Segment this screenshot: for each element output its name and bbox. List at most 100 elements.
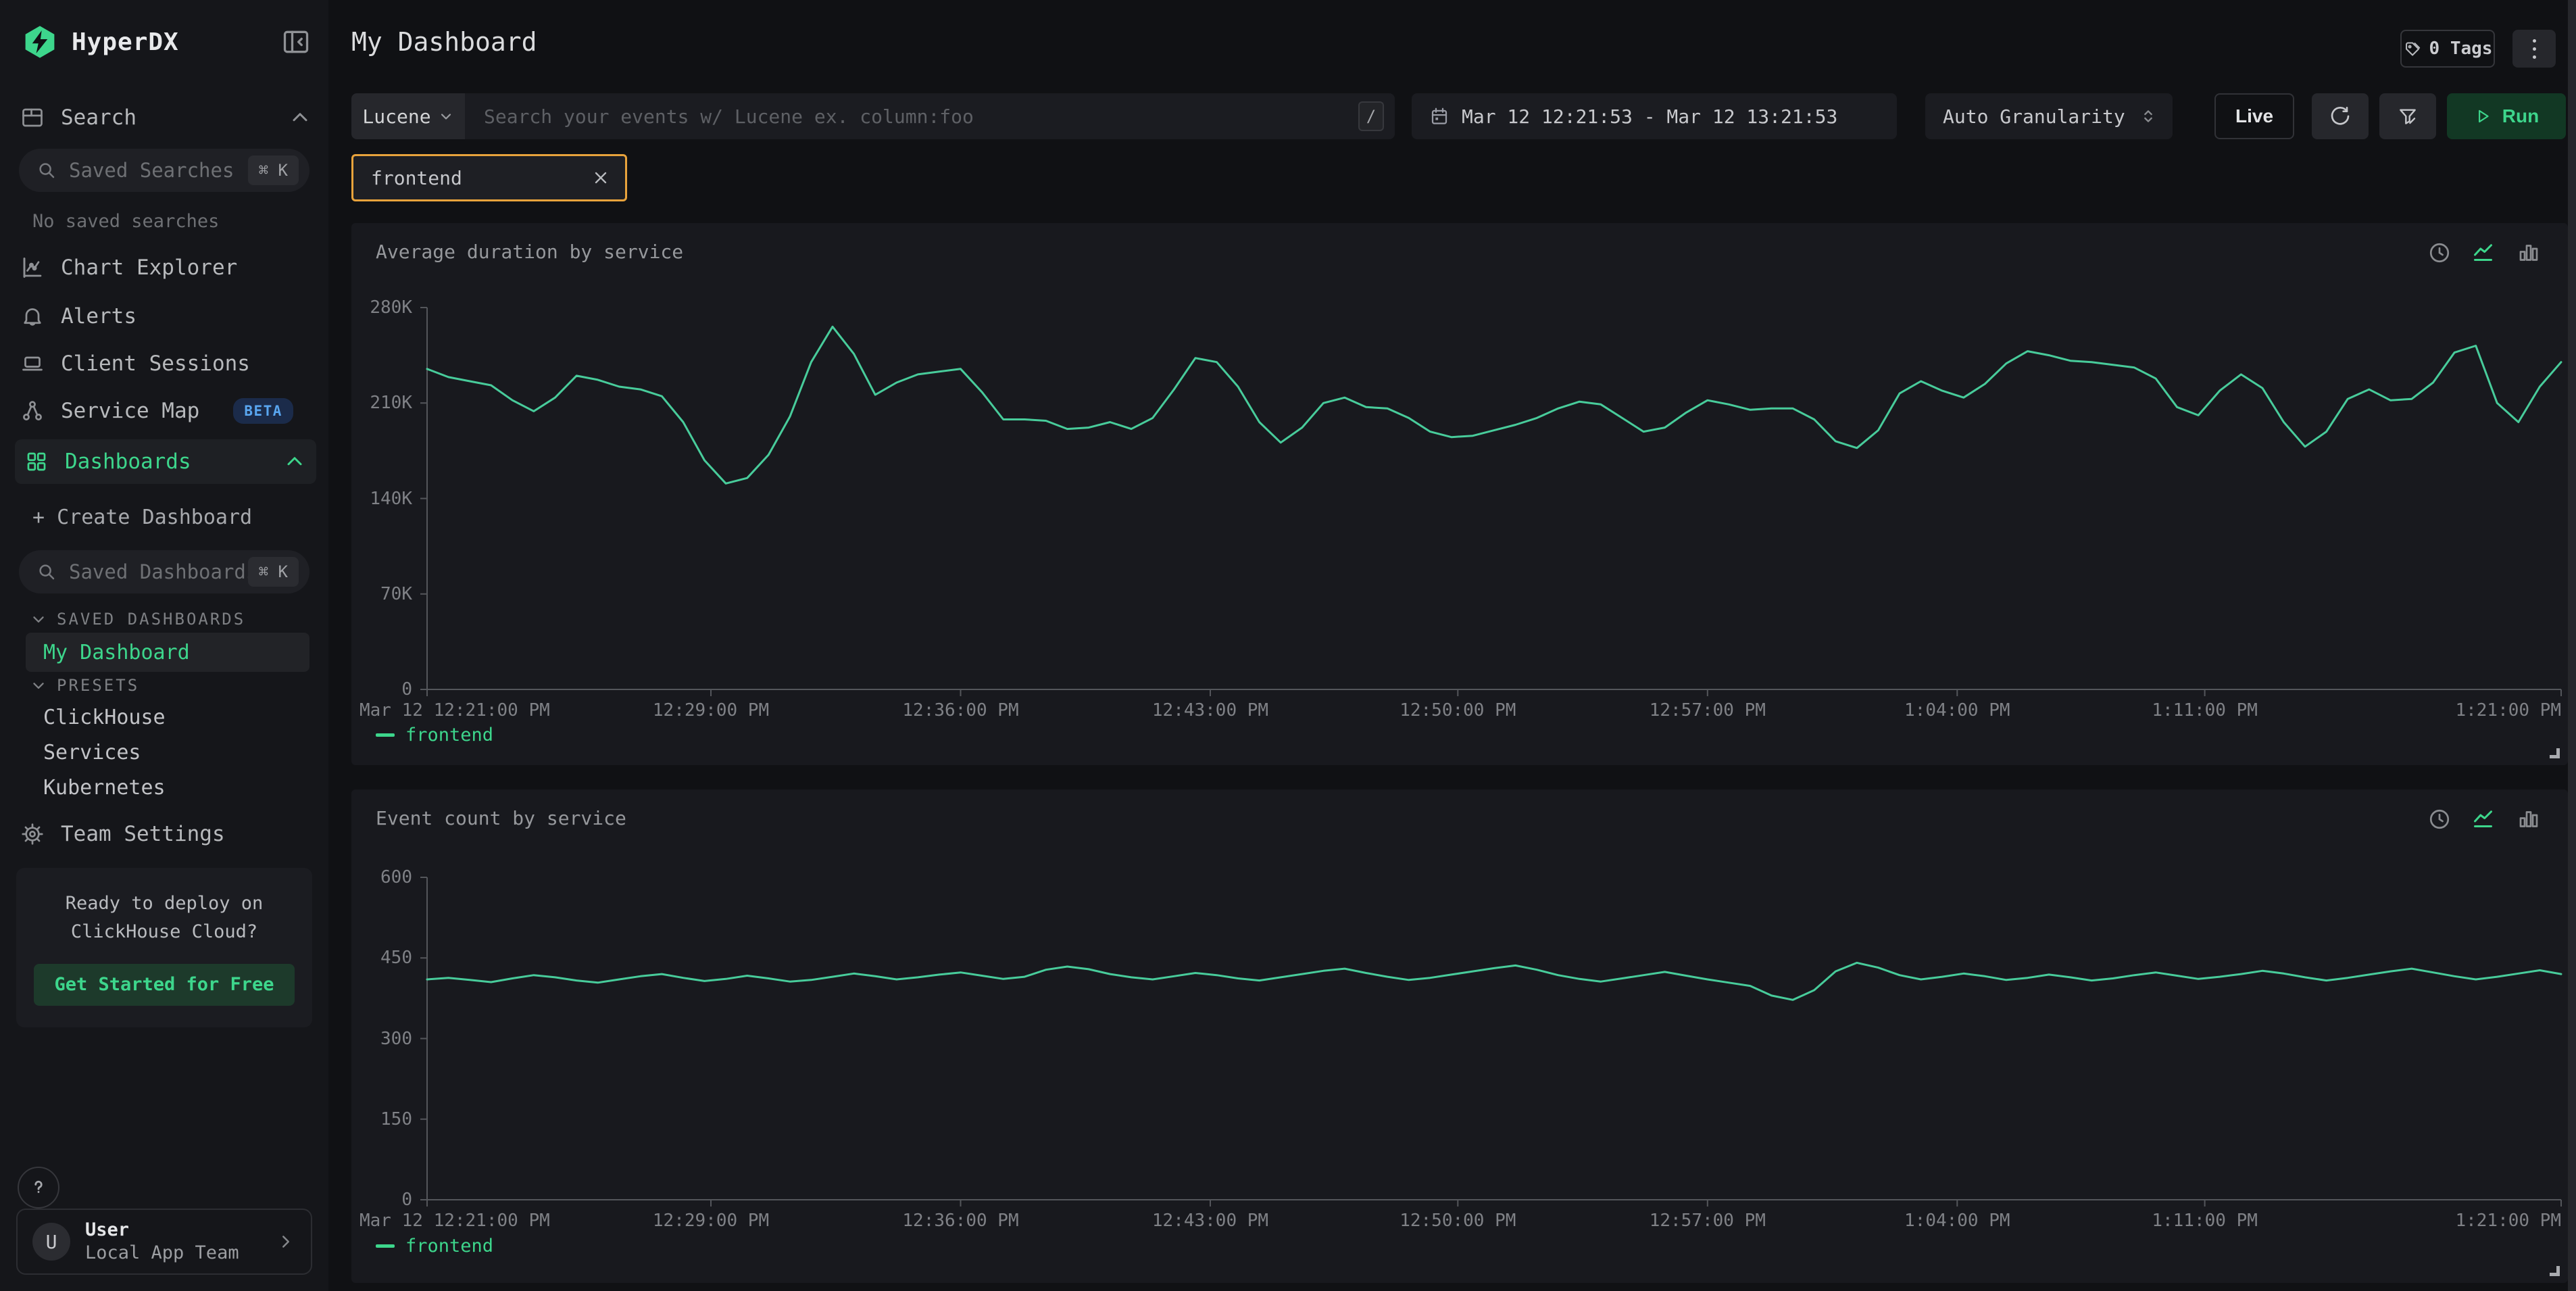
- chart-panel-event-count: Event count by service 6004503001500Mar …: [351, 789, 2568, 1283]
- sidebar: HyperDX Search ⌘ K No saved searches: [0, 0, 328, 1291]
- sidebar-item-label: Alerts: [61, 304, 137, 328]
- granularity-select[interactable]: Auto Granularity: [1925, 93, 2173, 139]
- legend-line-swatch: [376, 733, 395, 737]
- y-axis-label: 70K: [351, 584, 412, 604]
- create-dashboard-link[interactable]: + Create Dashboard: [32, 506, 252, 529]
- sidebar-item-alerts[interactable]: Alerts: [20, 296, 312, 337]
- user-team: Local App Team: [85, 1242, 239, 1265]
- sidebar-item-chart-explorer[interactable]: Chart Explorer: [20, 247, 312, 288]
- sidebar-item-label: Search: [61, 105, 137, 130]
- chevron-updown-icon: [2139, 107, 2158, 126]
- chevron-up-icon[interactable]: [288, 105, 312, 130]
- hyperdx-logo-icon: [22, 24, 58, 60]
- slash-shortcut-badge: /: [1358, 101, 1384, 131]
- time-range-value: Mar 12 12:21:53 - Mar 12 13:21:53: [1462, 105, 1837, 128]
- laptop-icon: [20, 351, 45, 376]
- refresh-button[interactable]: [2312, 93, 2369, 139]
- table-icon: [20, 105, 45, 130]
- close-icon[interactable]: [591, 168, 610, 187]
- series-line-frontend: [427, 963, 2561, 1000]
- series-line-frontend: [427, 326, 2561, 483]
- sidebar-item-search[interactable]: Search: [20, 97, 312, 138]
- x-axis-label: 1:04:00 PM: [1904, 700, 2010, 721]
- chevron-up-icon[interactable]: [282, 449, 307, 474]
- no-saved-searches-note: No saved searches: [32, 211, 219, 232]
- shortcut-badge: ⌘ K: [248, 557, 299, 587]
- play-icon: [2474, 107, 2492, 125]
- event-search-field[interactable]: /: [465, 93, 1395, 139]
- x-axis-label: 12:29:00 PM: [653, 700, 769, 721]
- filter-chip-value: frontend: [371, 167, 462, 189]
- panel-resize-handle[interactable]: [2550, 1266, 2560, 1276]
- search-icon: [36, 562, 57, 582]
- tags-button-label: 0 Tags: [2429, 39, 2493, 59]
- x-axis-label: 12:57:00 PM: [1650, 700, 1766, 721]
- shortcut-badge: ⌘ K: [248, 155, 299, 185]
- x-axis-label: 12:43:00 PM: [1152, 1211, 1268, 1231]
- y-axis-label: 140K: [351, 489, 412, 509]
- saved-dashboard-item[interactable]: My Dashboard: [26, 633, 309, 672]
- tags-button[interactable]: 0 Tags: [2400, 30, 2495, 68]
- x-axis-label: 12:57:00 PM: [1650, 1211, 1766, 1231]
- event-search-input[interactable]: [484, 105, 1346, 128]
- service-map-icon: [20, 399, 45, 423]
- x-axis-label: 1:11:00 PM: [2152, 1211, 2258, 1231]
- sidebar-item-client-sessions[interactable]: Client Sessions: [20, 343, 312, 384]
- y-axis-label: 280K: [351, 297, 412, 318]
- sidebar-collapse-button[interactable]: [281, 27, 311, 57]
- x-axis-label: 12:29:00 PM: [653, 1211, 769, 1231]
- preset-item-clickhouse[interactable]: ClickHouse: [43, 706, 166, 729]
- run-button[interactable]: Run: [2447, 93, 2566, 139]
- sidebar-item-label: Service Map: [61, 399, 199, 423]
- help-button[interactable]: [18, 1167, 59, 1209]
- scrollbar[interactable]: [2568, 0, 2576, 1291]
- panel-resize-handle[interactable]: [2550, 748, 2560, 758]
- chart-explorer-icon: [20, 255, 45, 280]
- saved-searches-search[interactable]: ⌘ K: [19, 149, 309, 192]
- x-axis-label: 12:43:00 PM: [1152, 700, 1268, 721]
- saved-searches-input[interactable]: [69, 159, 248, 182]
- chart-plot: [351, 789, 2568, 1283]
- saved-dashboards-search[interactable]: ⌘ K: [19, 550, 309, 593]
- y-axis-label: 150: [351, 1109, 412, 1129]
- x-axis-label: 1:21:00 PM: [2455, 1211, 2561, 1231]
- promo-text: Ready to deploy on ClickHouse Cloud?: [34, 890, 295, 946]
- preset-item-kubernetes[interactable]: Kubernetes: [43, 776, 166, 800]
- chart-panel-avg-duration: Average duration by service 280K210K140K…: [351, 223, 2568, 765]
- sidebar-item-dashboards[interactable]: Dashboards: [15, 439, 316, 484]
- user-menu[interactable]: U User Local App Team: [16, 1209, 312, 1275]
- logo-row: HyperDX: [22, 20, 311, 64]
- chart-plot: [351, 223, 2568, 765]
- y-axis-label: 300: [351, 1029, 412, 1049]
- sidebar-item-label: Chart Explorer: [61, 255, 237, 280]
- granularity-value: Auto Granularity: [1943, 105, 2125, 128]
- chevron-down-icon: [438, 108, 454, 124]
- saved-dashboards-input[interactable]: [69, 560, 248, 583]
- chevron-down-icon: [30, 610, 47, 628]
- x-axis-label: Mar 12 12:21:00 PM: [360, 1211, 550, 1231]
- filter-chip-frontend[interactable]: frontend: [351, 154, 627, 201]
- section-saved-dashboards[interactable]: SAVED DASHBOARDS: [30, 610, 245, 629]
- dashboard-menu-button[interactable]: [2512, 30, 2556, 68]
- preset-item-services[interactable]: Services: [43, 741, 141, 764]
- legend-series-label: frontend: [405, 725, 493, 746]
- calendar-icon: [1429, 106, 1450, 126]
- sidebar-item-service-map[interactable]: Service Map BETA: [20, 391, 312, 431]
- app-title: HyperDX: [72, 28, 179, 56]
- user-name: User: [85, 1219, 239, 1242]
- page-title: My Dashboard: [351, 27, 537, 57]
- section-label: PRESETS: [57, 676, 139, 695]
- chart-legend: frontend: [376, 1236, 493, 1257]
- live-button[interactable]: Live: [2214, 93, 2294, 139]
- sidebar-item-team-settings[interactable]: Team Settings: [20, 814, 312, 854]
- kebab-icon: [2533, 39, 2536, 43]
- get-started-button[interactable]: Get Started for Free: [34, 964, 295, 1006]
- query-language-select[interactable]: Lucene: [351, 93, 465, 139]
- x-axis-label: 12:36:00 PM: [902, 1211, 1018, 1231]
- x-axis-label: 1:21:00 PM: [2455, 700, 2561, 721]
- gear-icon: [20, 822, 45, 846]
- section-presets[interactable]: PRESETS: [30, 676, 139, 695]
- filter-button[interactable]: [2379, 93, 2436, 139]
- time-range-picker[interactable]: Mar 12 12:21:53 - Mar 12 13:21:53: [1412, 93, 1897, 139]
- x-axis-label: 1:11:00 PM: [2152, 700, 2258, 721]
